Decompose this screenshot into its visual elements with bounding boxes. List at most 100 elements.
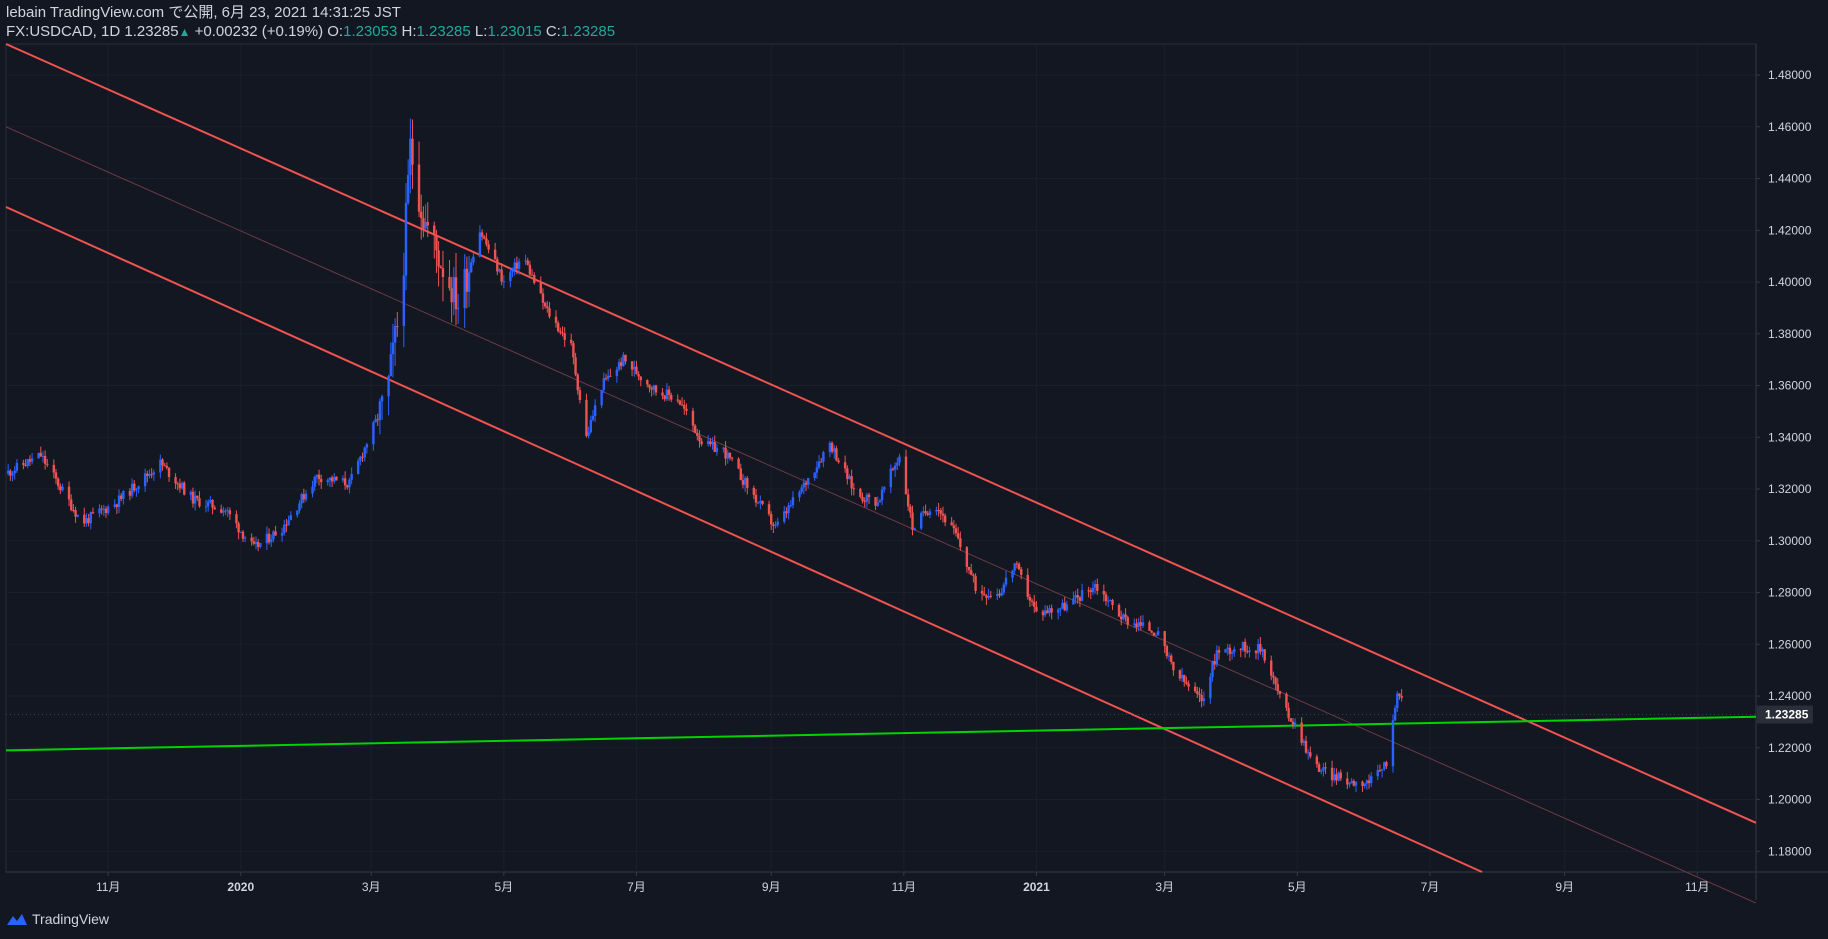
footer-brand[interactable]: TradingView <box>6 911 109 927</box>
candle-body <box>676 399 679 401</box>
candle-body <box>1000 592 1003 596</box>
candle-body <box>315 474 319 477</box>
candle-body <box>39 452 42 457</box>
candle-body <box>1093 583 1097 588</box>
candle-body <box>1135 623 1138 628</box>
candle-body <box>639 376 642 381</box>
candle-body <box>235 514 238 524</box>
candle-body <box>985 595 988 598</box>
candle-body <box>1339 772 1342 779</box>
candle-body <box>874 497 877 506</box>
candle-body <box>1365 780 1369 784</box>
tradingview-logo-icon <box>7 914 27 925</box>
candle-body <box>252 541 256 544</box>
candle-body <box>652 385 656 390</box>
price-axis[interactable]: 1.18000 1.20000 1.22000 1.24000 1.26000 1.280… <box>1756 68 1812 858</box>
candle-body <box>1080 590 1084 601</box>
candle-body <box>26 459 29 466</box>
up-arrow-icon: ▲ <box>178 25 191 39</box>
candle-body <box>435 235 438 251</box>
candle-body <box>817 461 821 468</box>
candle-body <box>28 459 32 462</box>
candle-body <box>74 510 77 517</box>
candle-body <box>359 456 362 461</box>
candle-body <box>391 342 395 355</box>
candle-body <box>1063 602 1066 611</box>
candle-body <box>117 495 121 507</box>
time-tick-label: 11月 <box>96 880 120 894</box>
candle-body <box>13 470 16 474</box>
candle-body <box>452 277 456 303</box>
candle-body <box>937 509 940 511</box>
candle-body <box>983 593 986 596</box>
candle-body <box>1370 776 1373 784</box>
candle-body <box>589 419 592 433</box>
candle-body <box>683 405 686 409</box>
candle-body <box>1320 770 1323 772</box>
candle-body <box>433 225 436 236</box>
channel-upper[interactable] <box>5 43 1757 824</box>
candle-body <box>813 472 816 479</box>
candle-body <box>1126 617 1129 625</box>
candle-body <box>15 462 19 471</box>
price-tick-label: 1.24000 <box>1768 689 1812 703</box>
candle-body <box>1263 649 1266 661</box>
candle-body <box>426 221 429 226</box>
candle-body <box>926 513 929 515</box>
candle-body <box>1354 781 1358 786</box>
candle-body <box>920 512 923 529</box>
candle-body <box>515 262 519 269</box>
candle-body <box>1198 693 1201 696</box>
candle-body <box>576 374 579 391</box>
candle-body <box>1117 605 1121 617</box>
candle-body <box>820 461 823 463</box>
candle-body <box>859 488 862 497</box>
candle-body <box>783 511 786 522</box>
candle-body <box>100 508 103 510</box>
candle-body <box>128 490 132 496</box>
symbol-label[interactable]: FX:USDCAD, 1D <box>6 23 121 40</box>
candle-body <box>774 524 777 526</box>
candle-body <box>1170 655 1173 662</box>
time-axis[interactable]: 11月 2020 3月 5月 7月 9月 11月 2021 3月 5月 7月 9月 11月 <box>96 872 1710 894</box>
drawings[interactable] <box>5 43 1757 904</box>
candle-body <box>1254 650 1258 654</box>
channel-mid[interactable] <box>5 126 1757 904</box>
candle-body <box>1209 676 1212 699</box>
candle-body <box>591 416 595 420</box>
candle-body <box>1015 563 1019 565</box>
candle-body <box>228 510 232 515</box>
candle-body <box>1330 767 1334 781</box>
candle-body <box>1096 583 1099 591</box>
candle-body <box>1213 661 1216 665</box>
candle-body <box>1256 644 1260 654</box>
candle-body <box>1241 641 1245 650</box>
candle-body <box>843 462 847 469</box>
candle-body <box>806 478 810 485</box>
candle-body <box>909 506 912 513</box>
candle-body <box>411 138 414 165</box>
candle-body <box>1317 764 1321 772</box>
candle-body <box>1120 616 1123 620</box>
candle-body <box>330 477 334 482</box>
time-tick-label: 3月 <box>362 880 381 894</box>
channel-lower[interactable] <box>5 206 1483 873</box>
high-value: 1.23285 <box>416 23 471 40</box>
candle-body <box>374 419 377 423</box>
candle-body <box>1289 718 1292 722</box>
candle-body <box>1133 623 1136 625</box>
candle-body <box>1259 644 1262 652</box>
candle-body <box>696 432 699 437</box>
candle-body <box>348 479 351 488</box>
candle-body <box>472 256 475 263</box>
candle-body <box>396 325 399 327</box>
candle-body <box>939 510 942 514</box>
candle-body <box>456 308 460 310</box>
support-line[interactable] <box>5 715 1757 752</box>
candle-body <box>1028 596 1032 601</box>
open-value: 1.23053 <box>343 23 398 40</box>
candle-body <box>115 504 119 507</box>
candle-body <box>852 488 856 490</box>
candle-body <box>387 376 390 397</box>
